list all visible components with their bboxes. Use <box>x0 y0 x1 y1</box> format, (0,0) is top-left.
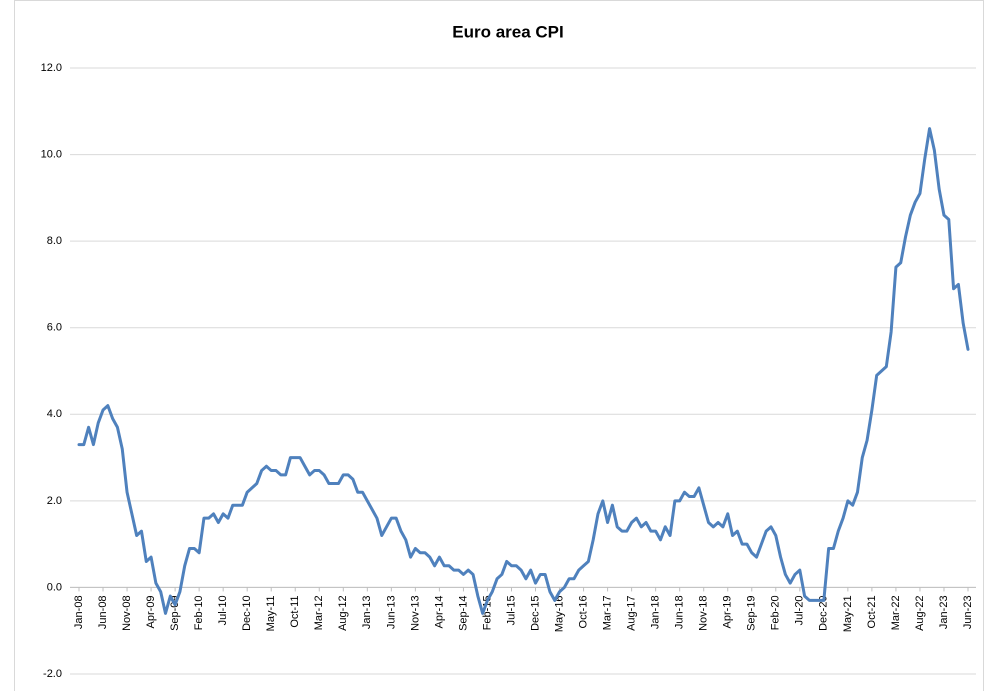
x-tick-label: Jul-15 <box>505 595 517 625</box>
x-tick-label: Mar-22 <box>890 595 902 630</box>
x-tick-label: Jul-10 <box>217 595 229 625</box>
x-tick-label: Jan-13 <box>361 595 373 629</box>
x-tick-label: Oct-16 <box>577 595 589 628</box>
y-tick-label: 2.0 <box>47 495 62 507</box>
x-tick-label: Jun-08 <box>97 595 109 629</box>
x-tick-label: May-21 <box>842 595 854 632</box>
axes: -2.0 0.0 2.0 4.0 6.0 8.0 10.0 12.0 Jan-08 Jun-08 N… <box>41 62 976 680</box>
x-tick-label: Jun-23 <box>962 595 974 629</box>
x-tick-label: Feb-20 <box>770 595 782 630</box>
x-tick-label: Jan-18 <box>650 595 662 629</box>
x-tick-label: May-11 <box>265 595 277 631</box>
y-tick-label: 4.0 <box>47 408 62 420</box>
x-tick-label: Feb-15 <box>481 595 493 630</box>
marks <box>77 127 970 615</box>
x-tick-label: Oct-21 <box>866 595 878 628</box>
y-tick-label: 10.0 <box>41 148 62 160</box>
x-tick-label: Dec-10 <box>241 595 253 630</box>
x-tick-label: Sep-14 <box>457 595 469 630</box>
x-tick-label: Aug-17 <box>626 595 638 630</box>
x-tick-label: Sep-09 <box>169 595 181 630</box>
y-tick-label: 6.0 <box>47 322 62 334</box>
x-tick-label: Apr-09 <box>145 595 157 628</box>
x-tick-label: Jun-18 <box>674 595 686 629</box>
x-tick-label: Nov-18 <box>698 595 710 630</box>
x-tick-label: Mar-12 <box>313 595 325 630</box>
x-tick-label: Apr-14 <box>433 595 445 628</box>
x-tick-label: Nov-08 <box>121 595 133 630</box>
x-tick-label: Nov-13 <box>409 595 421 630</box>
data-line <box>77 127 970 615</box>
grid <box>70 67 976 675</box>
chart-title: Euro area CPI <box>452 22 564 41</box>
x-tick-label: Feb-10 <box>193 595 205 630</box>
x-tick-label: Mar-17 <box>602 595 614 630</box>
x-tick-label: May-16 <box>553 595 565 632</box>
x-tick-label: Dec-15 <box>529 595 541 630</box>
x-tick-label: Oct-11 <box>289 595 301 627</box>
x-tick-label: Aug-22 <box>914 595 926 630</box>
y-tick-label: 12.0 <box>41 62 62 74</box>
y-tick-label: 8.0 <box>47 235 62 247</box>
x-tick-label: Aug-12 <box>337 595 349 630</box>
x-tick-label: Sep-19 <box>746 595 758 630</box>
x-tick-label: Apr-19 <box>722 595 734 628</box>
y-tick-label: 0.0 <box>47 581 62 593</box>
x-tick-label: Jul-20 <box>794 595 806 625</box>
x-tick-label: Jan-08 <box>73 595 85 629</box>
x-tick-label: Jan-23 <box>938 595 950 629</box>
x-tick-label: Jun-13 <box>385 595 397 629</box>
x-tick-label: Dec-20 <box>818 595 830 630</box>
y-tick-label: -2.0 <box>43 668 62 680</box>
